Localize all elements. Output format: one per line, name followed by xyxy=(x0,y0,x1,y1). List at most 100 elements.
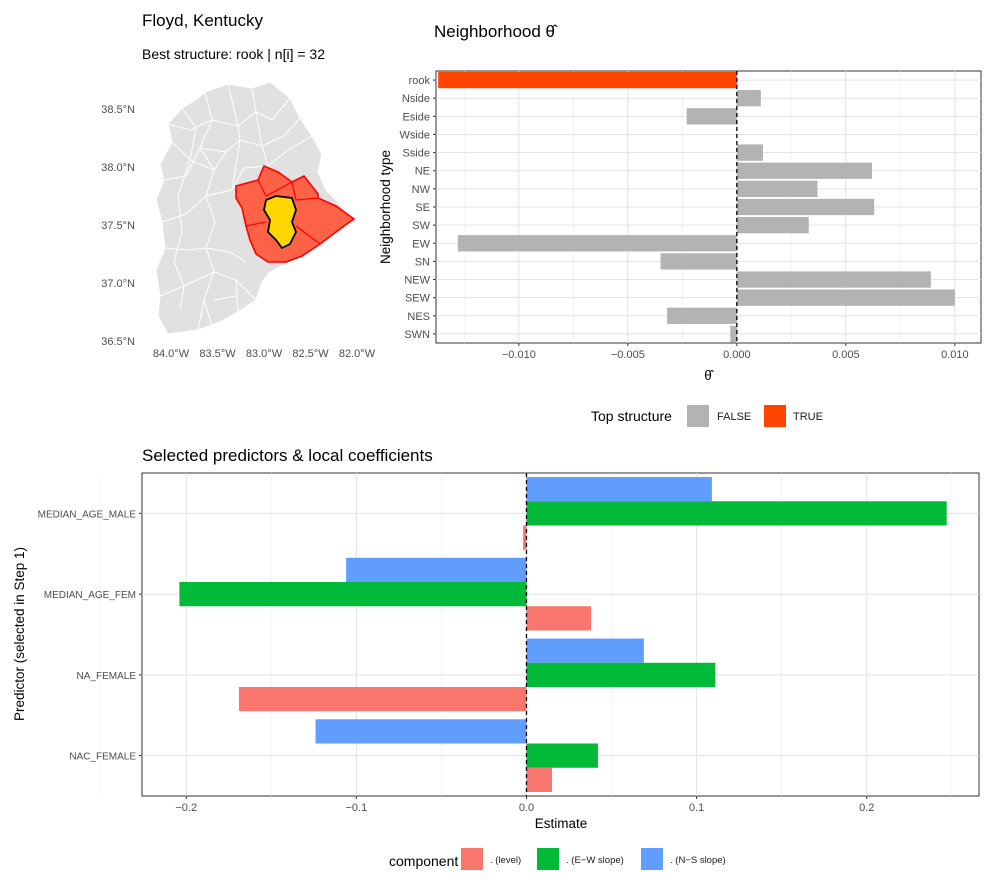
coef-bar-median_age_male-ns-slope xyxy=(526,477,712,502)
theta-category-label: Nside xyxy=(402,93,430,105)
coef-x-tick-label: −0.1 xyxy=(345,802,367,814)
neighbor-internal-borders xyxy=(245,179,321,245)
map-lon-label: 83.0°W xyxy=(246,348,283,360)
theta-x-axis-label: θ̂ xyxy=(704,368,715,383)
coef-category-label: MEDIAN_AGE_MALE xyxy=(38,509,137,520)
theta-legend-title: Top structure xyxy=(591,408,672,424)
theta-bar-se xyxy=(736,198,875,216)
coef-chart-title: Selected predictors & local coefficients xyxy=(142,446,433,465)
map-lon-label: 82.5°W xyxy=(292,348,329,360)
theta-bar-nw xyxy=(736,180,818,198)
coef-x-axis-label: Estimate xyxy=(535,816,588,831)
coef-bar-median_age_fem-ew-slope xyxy=(179,582,527,607)
theta-bar-sside xyxy=(736,144,763,161)
coef-legend: component . (level) . (E−W slope) . (N−S… xyxy=(389,848,726,870)
map-subtitle: Best structure: rook | n[i] = 32 xyxy=(142,46,325,62)
kentucky-map xyxy=(155,81,356,335)
map-panel: Floyd, Kentucky Best structure: rook | n… xyxy=(101,11,375,360)
theta-bar-swn xyxy=(730,325,737,343)
coef-bar-na_female-level xyxy=(238,686,527,712)
coef-bar-nac_female-ns-slope xyxy=(315,719,527,744)
map-lat-label: 37.0°N xyxy=(101,278,135,290)
map-lat-label: 37.5°N xyxy=(101,220,135,232)
theta-category-label: SW xyxy=(412,220,430,232)
coef-tick-labels: −0.2 −0.1 0.0 0.1 0.2 xyxy=(175,796,874,814)
legend-swatch-true xyxy=(764,405,786,427)
legend-label-false: FALSE xyxy=(717,411,751,423)
coef-bar-nac_female-ew-slope xyxy=(526,743,598,768)
theta-bar-ew xyxy=(457,235,737,252)
map-lat-label: 36.5°N xyxy=(101,336,135,348)
theta-bar-ne xyxy=(736,162,872,179)
theta-x-tick-label: −0.005 xyxy=(611,349,645,361)
coef-bar-median_age_fem-ns-slope xyxy=(346,557,527,583)
map-lon-label: 83.5°W xyxy=(199,348,236,360)
theta-category-label: SE xyxy=(415,202,430,214)
theta-tick-labels: −0.010 −0.005 0.000 0.005 0.010 xyxy=(502,343,969,361)
theta-gridlines xyxy=(436,71,981,343)
theta-bar-eside xyxy=(686,108,737,125)
theta-legend: Top structure FALSE TRUE xyxy=(591,405,823,427)
theta-category-label: rook xyxy=(409,75,431,87)
coef-x-tick-label: −0.2 xyxy=(175,802,197,814)
theta-category-label: Sside xyxy=(402,148,430,160)
coef-category-label: NAC_FEMALE xyxy=(69,752,136,763)
map-lon-labels: 84.0°W 83.5°W 83.0°W 82.5°W 82.0°W xyxy=(153,348,376,360)
coef-bars xyxy=(179,477,947,792)
theta-category-label: Eside xyxy=(402,111,430,123)
legend-label-true: TRUE xyxy=(793,411,823,423)
map-lon-label: 82.0°W xyxy=(339,348,376,360)
coef-x-tick-label: 0.0 xyxy=(519,802,534,814)
coef-y-axis-label: Predictor (selected in Step 1) xyxy=(12,547,27,721)
legend-swatch-level xyxy=(461,848,483,870)
theta-category-label: NEW xyxy=(404,275,430,287)
theta-category-label: NES xyxy=(407,311,430,323)
theta-category-label: NW xyxy=(412,184,431,196)
coef-bar-na_female-ew-slope xyxy=(526,662,716,687)
coef-x-tick-label: 0.1 xyxy=(689,802,704,814)
theta-category-label: SWN xyxy=(404,329,430,341)
theta-x-tick-label: 0.010 xyxy=(941,349,969,361)
coef-bar-nac_female-level xyxy=(526,767,552,792)
theta-category-label: EW xyxy=(412,238,430,250)
theta-category-label: Wside xyxy=(399,129,430,141)
coef-legend-title: component xyxy=(389,853,458,869)
theta-category-label: SN xyxy=(415,256,430,268)
theta-x-tick-label: 0.005 xyxy=(832,349,860,361)
map-lat-label: 38.5°N xyxy=(101,104,135,116)
theta-x-tick-label: 0.000 xyxy=(723,349,751,361)
theta-bar-sn xyxy=(660,253,737,270)
theta-category-labels: rook Nside Eside Wside Sside NE NW SE SW EW SN NEW S… xyxy=(399,75,436,341)
legend-swatch-ew-slope xyxy=(537,848,559,870)
legend-swatch-false xyxy=(687,405,709,427)
theta-bar-new xyxy=(736,271,931,288)
theta-bar-nside xyxy=(736,90,761,107)
theta-y-axis-label: Neighborhood type xyxy=(378,150,393,264)
coef-bar-median_age_fem-level xyxy=(526,606,592,631)
legend-label-ew-slope: . (E−W slope) xyxy=(566,855,624,866)
theta-category-label: SEW xyxy=(405,293,431,305)
coef-bar-median_age_male-level xyxy=(523,525,527,550)
coef-category-label: NA_FEMALE xyxy=(77,671,137,682)
map-title: Floyd, Kentucky xyxy=(142,11,263,30)
theta-bar-nes xyxy=(667,307,737,324)
coef-bar-na_female-ns-slope xyxy=(526,638,644,663)
theta-category-label: NE xyxy=(415,166,430,178)
coef-x-tick-label: 0.2 xyxy=(859,802,874,814)
coef-category-label: MEDIAN_AGE_FEM xyxy=(44,590,136,601)
legend-label-level: . (level) xyxy=(490,855,521,866)
map-lat-label: 38.0°N xyxy=(101,162,135,174)
theta-bars xyxy=(438,71,955,343)
map-lon-label: 84.0°W xyxy=(153,348,190,360)
legend-label-ns-slope: . (N−S slope) xyxy=(670,855,726,866)
theta-x-tick-label: −0.010 xyxy=(502,349,536,361)
coef-category-labels: MEDIAN_AGE_MALE MEDIAN_AGE_FEM NA_FEMALE NA… xyxy=(38,509,142,763)
county-borders xyxy=(159,83,313,331)
coef-panel-border xyxy=(141,472,980,797)
theta-chart: Neighborhood θ̂ rook Nside Eside Wside Sside… xyxy=(378,22,982,427)
theta-bar-sw xyxy=(736,216,809,234)
coef-chart: Selected predictors & local coefficients… xyxy=(12,446,980,870)
theta-chart-title: Neighborhood θ̂ xyxy=(434,22,558,41)
focal-county-floyd xyxy=(263,195,297,250)
